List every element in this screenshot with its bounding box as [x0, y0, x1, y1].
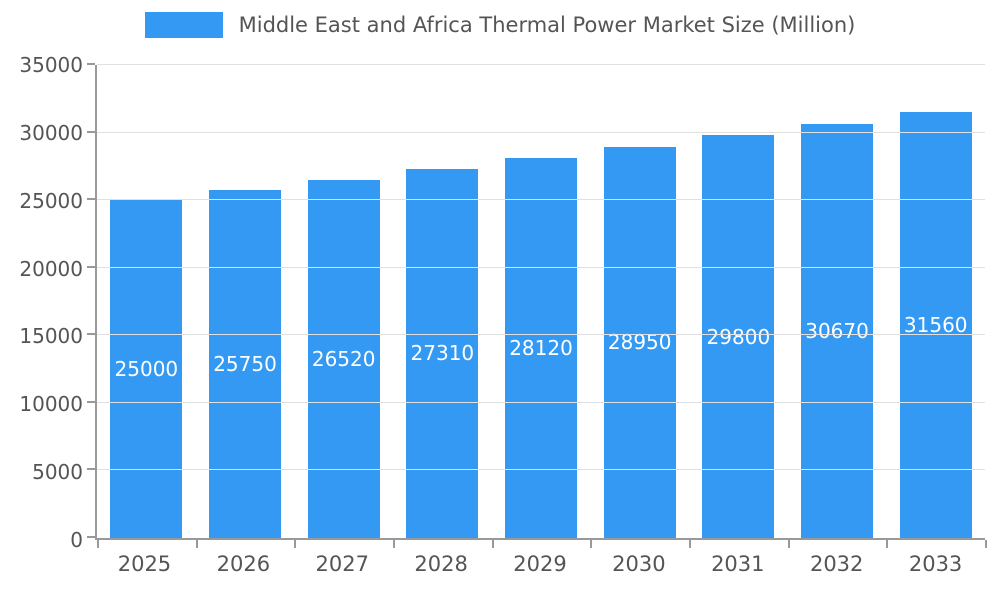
x-axis-label-2025: 2025: [117, 552, 172, 576]
bar-2031: 29800: [702, 135, 775, 538]
x-axis: 2025 2026 2027 2028 2029 2030 2031 2032 2033: [95, 552, 985, 576]
bar-value-label: 29800: [706, 324, 771, 349]
x-axis-label-2029: 2029: [513, 552, 567, 576]
y-axis-tick-label: 5000: [32, 460, 83, 485]
plot-area: 25000 25750 26520 27310 28120 28950 29800 30670…: [87, 63, 987, 548]
bar-2026: 25750: [209, 190, 282, 538]
y-axis-tick-mark: [87, 130, 95, 133]
y-axis-tick-label: 20000: [19, 256, 83, 281]
x-axis-tick-mark: [491, 540, 494, 548]
gridline: [97, 401, 985, 403]
bar-slot: 30670: [788, 65, 887, 538]
bar-value-label: 31560: [903, 312, 968, 337]
x-axis-tick-mark: [195, 540, 198, 548]
y-axis: 0 5000 10000 15000 20000 25000 30000 35000: [0, 53, 85, 552]
gridline: [97, 266, 985, 268]
bar-value-label: 27310: [410, 341, 475, 366]
bar-slot: 25000: [97, 65, 196, 538]
x-axis-tick-mark: [392, 540, 395, 548]
y-axis-tick-mark: [87, 333, 95, 336]
y-axis-tick-label: 15000: [19, 324, 83, 349]
x-axis-tick-mark: [294, 540, 297, 548]
x-axis-label-2030: 2030: [612, 552, 666, 576]
gridline: [97, 199, 985, 201]
y-axis-tick-mark: [87, 468, 95, 471]
bar-2033: 31560: [899, 111, 972, 538]
x-axis-label-2026: 2026: [216, 552, 271, 576]
y-axis-tick-label: 30000: [19, 120, 83, 145]
x-axis-tick-mark: [886, 540, 889, 548]
bar-value-label: 25750: [213, 352, 277, 376]
y-axis-tick-mark: [87, 63, 95, 65]
bar-2027: 26520: [307, 179, 380, 538]
bar-2032: 30670: [801, 123, 874, 538]
gridline: [97, 64, 985, 65]
bar-series: 25000 25750 26520 27310 28120 28950 29800 30670…: [97, 65, 985, 538]
gridline: [97, 131, 985, 133]
y-axis-tick-mark: [87, 265, 95, 268]
y-axis-tick-label: 0: [70, 528, 83, 552]
bar-value-label: 30670: [805, 318, 869, 343]
bar-2030: 28950: [603, 146, 676, 538]
y-axis-tick-label: 25000: [19, 188, 83, 213]
bar-slot: 29800: [689, 65, 788, 538]
bar-value-label: 28120: [509, 335, 573, 360]
y-axis-tick-mark: [87, 536, 95, 538]
bar-value-label: 26520: [311, 346, 376, 371]
bar-slot: 28950: [590, 65, 689, 538]
y-axis-tick-mark: [87, 198, 95, 201]
gridline: [97, 469, 985, 471]
x-axis-tick-mark: [688, 540, 691, 548]
legend-swatch: [144, 12, 223, 38]
gridline: [97, 334, 985, 336]
x-axis-label-2031: 2031: [711, 552, 765, 576]
bar-slot: 31560: [886, 65, 985, 538]
bar-slot: 28120: [492, 65, 591, 538]
x-axis-tick-mark: [97, 540, 99, 548]
x-axis-label-2032: 2032: [809, 552, 864, 576]
x-axis-tick-mark: [787, 540, 790, 548]
bar-2029: 28120: [505, 157, 578, 538]
y-axis-tick-mark: [87, 400, 95, 403]
bar-slot: 27310: [393, 65, 492, 538]
bar-slot: 26520: [294, 65, 393, 538]
bar-slot: 25750: [196, 65, 295, 538]
chart-legend: Middle East and Africa Thermal Power Mar…: [0, 12, 1000, 38]
bar-2025: 25000: [110, 200, 183, 538]
x-axis-tick-mark: [590, 540, 593, 548]
y-axis-tick-label: 10000: [19, 392, 83, 417]
bar-value-label: 25000: [114, 357, 179, 382]
x-axis-label-2028: 2028: [414, 552, 468, 576]
x-axis-tick-mark: [985, 540, 987, 548]
chart-title: Middle East and Africa Thermal Power Mar…: [238, 13, 856, 37]
x-axis-label-2027: 2027: [315, 552, 369, 576]
y-axis-tick-label: 35000: [19, 53, 83, 77]
bar-2028: 27310: [406, 168, 479, 538]
x-axis-label-2033: 2033: [908, 552, 963, 576]
